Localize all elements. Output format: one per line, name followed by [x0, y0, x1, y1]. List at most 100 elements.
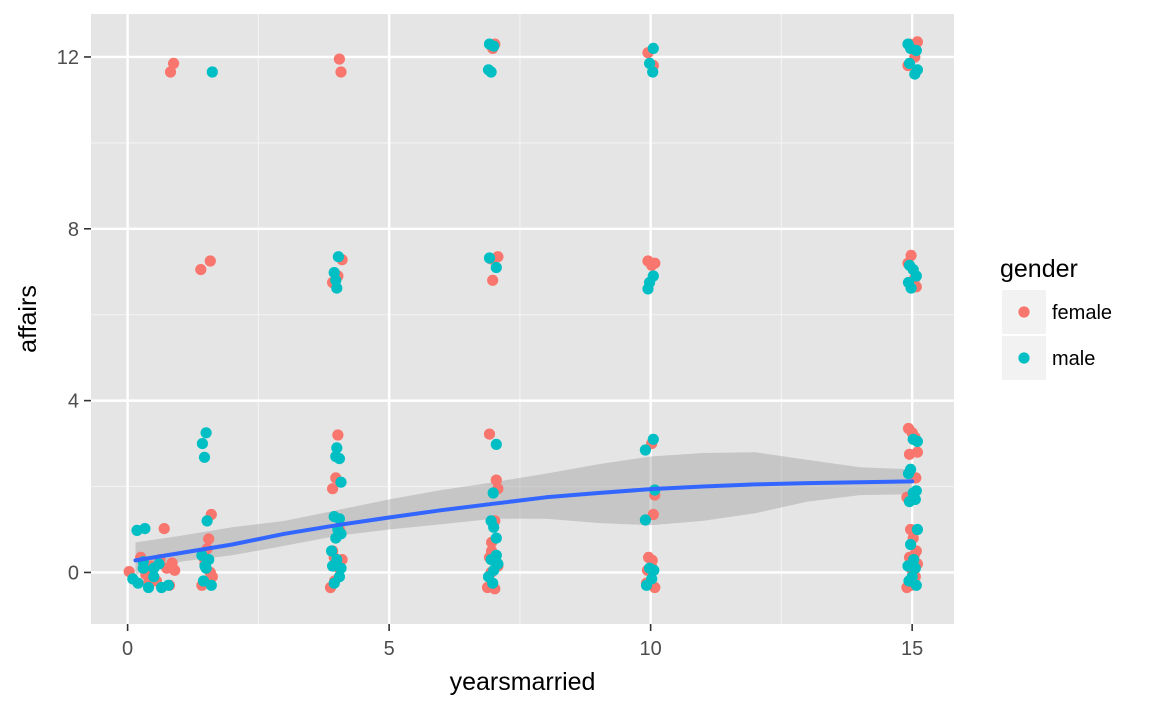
legend-key-male: [1018, 352, 1030, 364]
data-point-male: [644, 57, 656, 69]
data-point-male: [903, 575, 915, 587]
data-point-male: [490, 438, 502, 450]
data-point-male: [907, 433, 919, 445]
data-point-male: [490, 532, 502, 544]
legend-label-male: male: [1052, 348, 1095, 370]
data-point-male: [331, 442, 343, 454]
data-point-female: [333, 53, 345, 65]
data-point-male: [905, 538, 917, 551]
data-point-male: [327, 560, 339, 572]
y-tick-label: 4: [68, 391, 79, 413]
y-axis-title: affairs: [14, 285, 42, 353]
data-point-male: [646, 573, 658, 585]
data-point-female: [487, 274, 499, 286]
x-axis: 0 5 10 15: [122, 624, 923, 660]
data-point-male: [139, 523, 151, 535]
data-point-female: [169, 564, 181, 576]
confidence-band: [135, 452, 913, 575]
data-point-male: [648, 564, 660, 576]
data-point-male: [148, 562, 160, 574]
data-point-female: [168, 57, 180, 69]
data-point-male: [201, 515, 213, 527]
data-point-female: [327, 483, 339, 495]
data-point-male: [198, 451, 211, 463]
confidence-ribbon: [135, 452, 913, 575]
smooth-trend-line: [133, 479, 915, 563]
data-point-male: [647, 433, 659, 445]
x-tick-label: 5: [384, 638, 395, 660]
data-point-male: [148, 571, 160, 583]
data-point-female: [483, 428, 496, 440]
data-point-male: [487, 487, 499, 499]
data-point-male: [483, 252, 496, 264]
data-point-female: [646, 259, 658, 271]
data-point-male: [485, 66, 497, 78]
data-point-male: [903, 57, 916, 69]
x-axis-title: yearsmarried: [450, 668, 596, 696]
data-point-female: [647, 508, 659, 521]
data-point-male: [909, 68, 921, 80]
legend-label-female: female: [1052, 302, 1112, 324]
legend-title: gender: [1000, 255, 1078, 283]
y-tick-label: 12: [57, 47, 79, 69]
data-point-male: [335, 528, 347, 540]
data-point-male: [490, 549, 502, 561]
data-point-female: [492, 251, 504, 263]
data-point-male: [326, 545, 338, 557]
x-tick-label: 0: [122, 638, 133, 660]
data-point-female: [490, 474, 502, 486]
x-tick-label: 10: [640, 638, 662, 660]
data-point-male: [200, 427, 212, 439]
data-point-female: [332, 429, 344, 441]
data-point-female: [203, 533, 215, 545]
data-point-male: [206, 66, 218, 78]
y-tick-label: 0: [68, 562, 79, 584]
data-point-male: [909, 562, 921, 574]
data-point-male: [488, 521, 500, 533]
data-point-male: [639, 514, 652, 526]
y-axis: 0 4 8 12: [57, 47, 91, 584]
data-point-female: [164, 66, 177, 78]
data-point-male: [910, 270, 922, 282]
data-point-male: [142, 581, 155, 594]
plot-panel: [91, 14, 954, 624]
data-point-male: [330, 450, 342, 463]
data-point-male: [330, 274, 342, 286]
data-point-male: [488, 40, 500, 52]
data-point-male: [196, 438, 208, 450]
data-point-male: [490, 261, 502, 274]
data-point-male: [335, 562, 347, 574]
data-point-male: [328, 577, 340, 589]
data-point-male: [492, 558, 504, 570]
data-point-male: [903, 496, 916, 508]
data-point-female: [903, 448, 916, 460]
data-point-male: [902, 276, 915, 289]
data-point-male: [333, 513, 345, 525]
legend-key-female: [1018, 306, 1030, 318]
data-point-female: [204, 255, 216, 267]
data-point-male: [902, 468, 915, 480]
legend-items: female male: [1002, 290, 1112, 380]
data-point-male: [911, 523, 924, 536]
data-point-male: [647, 66, 659, 78]
major-gridlines: [91, 14, 954, 624]
y-tick-label: 8: [68, 219, 79, 241]
data-point-female: [335, 66, 347, 78]
smooth-line: [133, 479, 915, 563]
data-point-male: [639, 444, 652, 456]
data-point-male: [905, 42, 917, 55]
data-point-male: [199, 560, 211, 572]
data-point-male: [647, 42, 659, 55]
data-point-female: [195, 264, 207, 276]
data-point-male: [205, 579, 217, 591]
x-tick-label: 15: [901, 638, 923, 660]
data-point-male: [162, 579, 174, 591]
data-point-male: [487, 577, 499, 589]
data-point-male: [335, 476, 347, 488]
data-point-female: [158, 523, 170, 535]
legend: gender female male: [1000, 255, 1112, 380]
data-point-male: [644, 276, 656, 289]
data-point-male: [332, 251, 344, 263]
